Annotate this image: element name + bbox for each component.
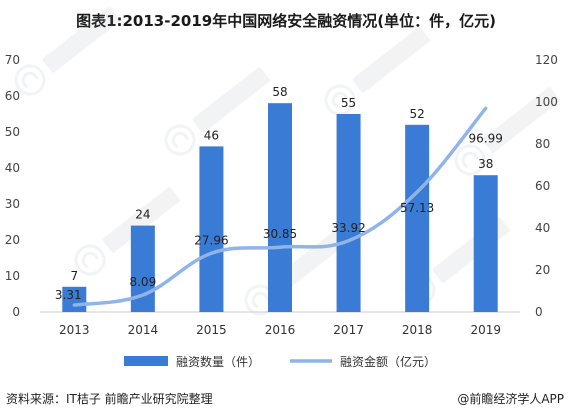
watermark-logo-icon (461, 151, 479, 169)
watermark-text-block (432, 217, 510, 283)
y-left-tick-label: 10 (5, 269, 20, 283)
line-value-label: 8.09 (129, 275, 156, 289)
y-left-tick-label: 30 (5, 197, 20, 211)
watermark-logo-icon (251, 291, 269, 309)
bar (199, 146, 224, 312)
watermark (164, 67, 270, 156)
watermark-logo-icon (74, 244, 106, 276)
bar (62, 286, 87, 312)
watermark (324, 27, 430, 116)
brand-note: @前瞻经济学人APP (457, 392, 564, 406)
series-line (72, 106, 488, 307)
bar-value-label: 58 (272, 85, 287, 99)
legend-line-label: 融资金额（亿元） (340, 354, 436, 369)
y-right-tick-label: 0 (535, 305, 543, 319)
y-left-tick-label: 0 (12, 305, 20, 319)
bar (405, 124, 430, 312)
watermark-text-block (192, 67, 270, 133)
watermark-logo-icon (14, 64, 46, 96)
chart-title: 图表1:2013-2019年中国网络安全融资情况(单位：件，亿元) (76, 12, 496, 30)
bar-value-label: 46 (204, 128, 219, 142)
line-series (72, 106, 488, 307)
line-value-label: 96.99 (469, 131, 503, 145)
line-value-label: 30.85 (263, 227, 297, 241)
bar-series (62, 103, 498, 312)
line-value-label: 33.92 (331, 221, 365, 235)
y-right-tick-label: 120 (535, 53, 558, 67)
y-right-tick-label: 20 (535, 263, 550, 277)
watermark-text-block (102, 187, 180, 253)
watermark (454, 87, 560, 176)
bar-value-label: 38 (478, 157, 493, 171)
watermark-logo-icon (81, 251, 99, 269)
data-labels: 7 24 46 58 55 52 38 3.31 8.09 27.96 30.85 33.92 57.1… (55, 85, 503, 302)
bar-value-label: 24 (135, 208, 150, 222)
watermark (74, 187, 180, 276)
watermark-text-block (352, 27, 430, 93)
y-left-tick-label: 60 (5, 89, 20, 103)
watermark-logo-icon (324, 84, 356, 116)
x-tick-label: 2015 (196, 323, 227, 337)
x-tick-label: 2016 (265, 323, 296, 337)
bar (473, 175, 498, 312)
y-right-tick-label: 40 (535, 221, 550, 235)
bar (268, 103, 292, 312)
y-right-tick-label: 80 (535, 137, 550, 151)
x-tick-label: 2017 (333, 323, 364, 337)
legend: 融资数量（件） 融资金额（亿元） (124, 354, 436, 369)
y-right-tick-label: 100 (535, 95, 558, 109)
y-left-tick-label: 20 (5, 233, 20, 247)
x-tick-label: 2019 (470, 323, 501, 337)
line-value-label: 3.31 (55, 288, 82, 302)
watermark (14, 7, 120, 96)
bar-value-label: 52 (410, 107, 425, 121)
line-value-label: 57.13 (400, 201, 434, 215)
watermark-logo-icon (21, 71, 39, 89)
source-note: 资料来源：IT桔子 前瞻产业研究院整理 (6, 392, 213, 406)
bar-value-label: 7 (70, 269, 78, 283)
y-left-tick-label: 50 (5, 125, 20, 139)
watermark-logo-icon (171, 131, 189, 149)
x-tick-label: 2014 (128, 323, 159, 337)
watermark-logo-icon (164, 124, 196, 156)
bar-value-label: 55 (341, 96, 356, 110)
y-left-tick-label: 70 (5, 53, 20, 67)
y-right-tick-label: 60 (535, 179, 550, 193)
bar (336, 114, 361, 312)
watermark-logo-icon (454, 144, 486, 176)
y-left-tick-label: 40 (5, 161, 20, 175)
line-value-label: 27.96 (194, 233, 228, 247)
watermark-text-block (42, 7, 120, 73)
x-tick-label: 2018 (402, 323, 433, 337)
legend-bar-label: 融资数量（件） (176, 354, 260, 369)
watermark-text-block (482, 87, 560, 153)
x-tick-label: 2013 (59, 323, 90, 337)
watermark-logo-icon (331, 91, 349, 109)
axes: 0 10 20 30 40 50 60 70 0 20 40 60 80 100 120 2013 2014 20… (5, 53, 558, 337)
legend-bar-swatch (124, 356, 168, 366)
